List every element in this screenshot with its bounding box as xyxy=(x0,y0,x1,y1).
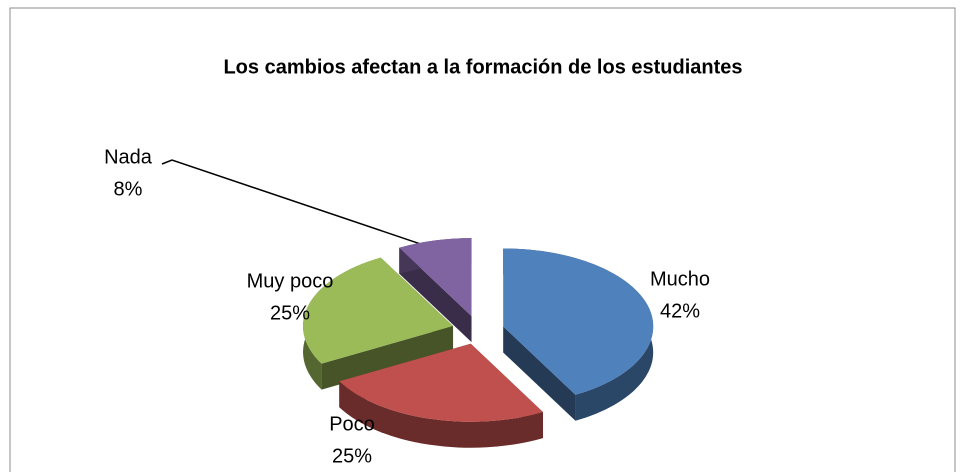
pie xyxy=(303,238,654,448)
slice-edge xyxy=(321,326,454,390)
slice-side xyxy=(339,381,544,448)
slice xyxy=(303,257,454,364)
slice-label: Muy poco xyxy=(247,270,334,292)
value-label: 25% xyxy=(332,445,372,467)
slice xyxy=(339,343,544,422)
slice xyxy=(399,238,472,317)
leader-line xyxy=(161,159,463,259)
slice-edge xyxy=(503,326,576,421)
slice xyxy=(503,248,654,395)
slice-label: Poco xyxy=(329,413,375,435)
value-label: 8% xyxy=(114,178,143,200)
value-label: 25% xyxy=(270,302,310,324)
slice-label: Nada xyxy=(104,146,153,168)
slice-edge xyxy=(399,247,472,343)
slice-label: Mucho xyxy=(650,268,710,290)
chart-title: Los cambios afectan a la formación de lo… xyxy=(223,56,742,78)
value-label: 42% xyxy=(660,300,700,322)
